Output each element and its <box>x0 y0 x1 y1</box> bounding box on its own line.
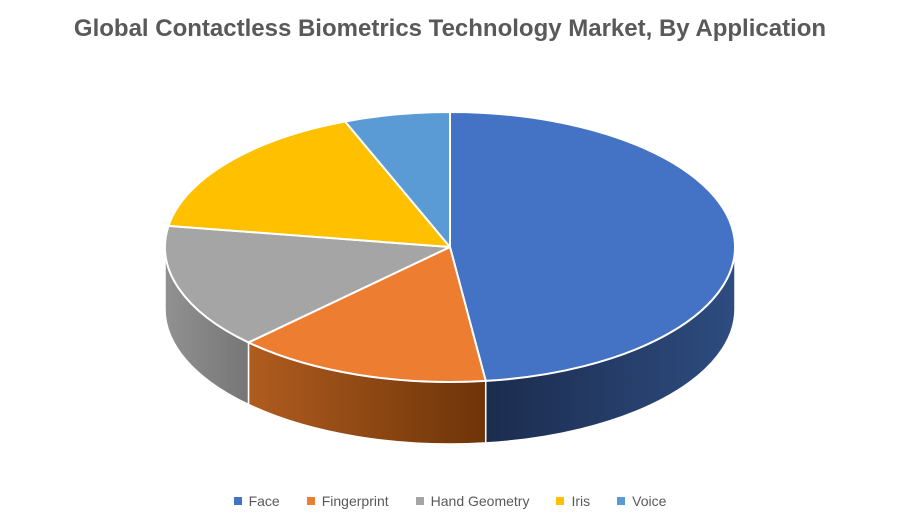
legend-item-hand-geometry: Hand Geometry <box>415 493 530 509</box>
legend-label: Voice <box>632 493 667 509</box>
legend-item-iris: Iris <box>556 493 590 509</box>
legend-marker-face <box>233 497 242 505</box>
chart-title: Global Contactless Biometrics Technology… <box>73 15 827 42</box>
legend-label: Iris <box>571 493 591 509</box>
legend-label: Fingerprint <box>321 493 389 509</box>
pie-slice-fingerprint <box>247 246 487 383</box>
pie-slice-voice <box>344 111 451 248</box>
legend-marker-fingerprint <box>306 497 315 505</box>
legend-item-voice: Voice <box>617 493 666 509</box>
legend-label: Hand Geometry <box>430 493 530 509</box>
pie-slice-iris <box>167 120 451 248</box>
legend: Face Fingerprint Hand Geometry Iris Voice <box>0 493 900 509</box>
legend-item-fingerprint: Fingerprint <box>306 493 389 509</box>
pie-slice-face <box>449 111 736 382</box>
legend-item-face: Face <box>233 493 280 509</box>
legend-marker-iris <box>556 497 565 505</box>
pie-slice-hand-geometry <box>164 224 451 344</box>
legend-label: Face <box>248 493 280 509</box>
legend-marker-voice <box>617 497 626 505</box>
legend-marker-hand-geometry <box>415 497 424 505</box>
